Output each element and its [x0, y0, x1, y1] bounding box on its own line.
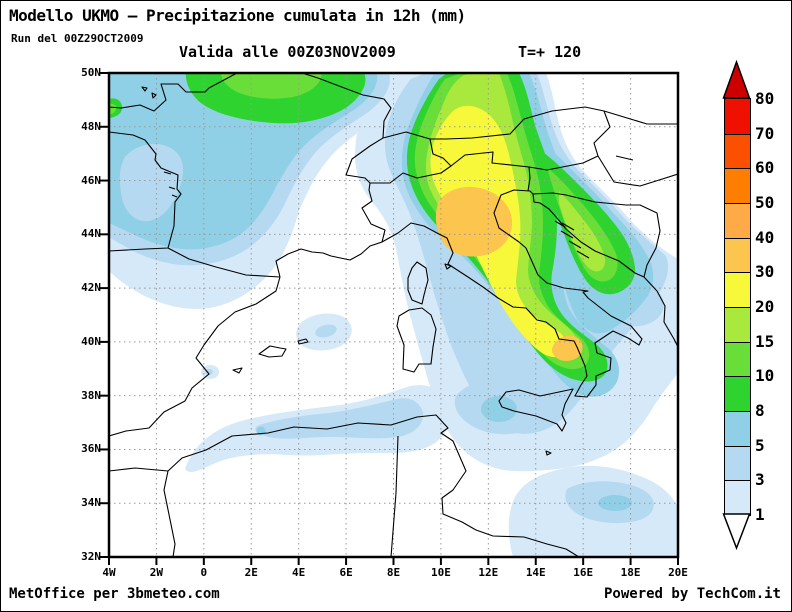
colorbar-tick-10: 10 — [755, 366, 775, 386]
islands-dalmatia — [554, 220, 590, 259]
colorbar-segment-70-80mm — [725, 99, 750, 134]
island-channel-islands — [141, 86, 157, 99]
precip-3mm-africa — [255, 398, 424, 439]
colorbar-tick-8: 8 — [755, 401, 765, 420]
colorbar-tick-60: 60 — [755, 158, 775, 178]
lon-label-6E: 6E — [339, 566, 353, 579]
lon-label-4W: 4W — [102, 566, 116, 579]
lon-label-12E: 12E — [478, 566, 499, 579]
lat-label-42N: 42N — [81, 281, 101, 295]
lake-balaton — [615, 155, 634, 161]
page-title: Modello UKMO — Precipitazione cumulata i… — [9, 6, 466, 25]
lon-label-2E: 2E — [244, 566, 258, 579]
forecast-hour-label: T=+ 120 — [518, 43, 582, 61]
border-pyrenees — [167, 247, 281, 278]
lon-label-14E: 14E — [525, 566, 546, 579]
island-menorca — [297, 338, 309, 345]
coast-spain-east — [109, 276, 281, 437]
lon-label-2W: 2W — [149, 566, 164, 579]
coast-france-west — [109, 131, 182, 252]
lat-label-40N: 40N — [81, 334, 101, 348]
lon-label-8E: 8E — [386, 566, 401, 579]
border-france-northeast — [301, 73, 392, 139]
border-croatia-bosnia — [532, 192, 661, 278]
lon-label-16E: 16E — [573, 566, 594, 579]
lon-label-0: 0 — [200, 566, 208, 579]
valid-time-label: Valida alle 00Z03NOV2009 — [179, 43, 396, 61]
precip-10mm-channel-core — [221, 73, 322, 99]
coast-france-north — [109, 73, 238, 112]
footer-left: MetOffice per 3bmeteo.com — [9, 586, 220, 602]
lat-label-44N: 44N — [81, 227, 101, 241]
colorbar-tick-80: 80 — [755, 89, 775, 108]
colorbar — [724, 98, 751, 516]
island-elba — [444, 263, 452, 270]
lon-label-18E: 18E — [620, 566, 641, 579]
coastlines-borders — [109, 73, 678, 557]
lat-label-46N: 46N — [81, 173, 101, 187]
footer-right: Powered by TechCom.it — [603, 586, 781, 602]
lon-label-10E: 10E — [430, 566, 451, 579]
precip-3mm-balearic — [315, 324, 337, 338]
lat-label-34N: 34N — [81, 496, 101, 510]
colorbar-bottom-arrow — [722, 513, 751, 551]
colorbar-segment-15-20mm — [725, 306, 750, 342]
colorbar-segment-40-50mm — [725, 202, 750, 238]
lon-label-4E: 4E — [292, 566, 306, 579]
border-slovakia — [603, 110, 678, 125]
colorbar-segment-8-10mm — [725, 376, 750, 411]
colorbar-segment-30-40mm — [725, 237, 750, 273]
map — [100, 71, 680, 565]
precip-5mm-sicily-spot — [481, 396, 517, 422]
coast-north-africa — [109, 414, 580, 557]
border-hungary-south — [597, 155, 678, 187]
colorbar-tick-20: 20 — [755, 297, 775, 316]
lon-label-20E: 20E — [668, 566, 688, 579]
lat-label-36N: 36N — [81, 442, 101, 456]
colorbar-tick-15: 15 — [755, 331, 775, 351]
coast-med-italy-adriatic — [275, 189, 678, 398]
colorbar-segment-10-15mm — [725, 341, 750, 377]
colorbar-segment-5-8mm — [725, 410, 750, 446]
colorbar-top-arrow — [722, 59, 751, 99]
islands-france-west — [163, 171, 178, 198]
border-morocco-algeria — [163, 470, 176, 557]
island-sardinia — [396, 307, 437, 373]
precip-15mm-dinaric — [559, 191, 606, 272]
map-frame — [107, 71, 680, 559]
border-algeria-tunisia — [390, 435, 399, 557]
colorbar-segment-60-70mm — [725, 133, 750, 169]
lat-label-48N: 48N — [81, 119, 101, 133]
colorbar-tick-50: 50 — [755, 193, 775, 212]
colorbar-tick-5: 5 — [755, 435, 765, 455]
border-slovenia-italy — [527, 166, 531, 192]
colorbar-arrows — [722, 59, 751, 551]
precip-30mm-north-italy-core — [435, 186, 513, 257]
run-label: Run del 00Z29OCT2009 — [11, 32, 144, 45]
precip-3mm-biscay-dip — [119, 143, 184, 222]
island-corsica — [407, 261, 429, 305]
colorbar-segment-20-30mm — [725, 272, 750, 307]
lat-label-32N: 32N — [81, 550, 101, 563]
precip-10mm-brittany-core — [109, 103, 116, 114]
border-italy-france — [361, 182, 386, 243]
colorbar-segment-1-3mm — [725, 480, 750, 515]
lat-label-50N: 50N — [81, 66, 101, 79]
colorbar-tick-3: 3 — [755, 470, 765, 490]
island-sicily — [498, 388, 574, 432]
island-mallorca — [258, 345, 287, 358]
colorbar-segment-3-5mm — [725, 445, 750, 481]
colorbar-tick-30: 30 — [755, 262, 775, 282]
colorbar-tick-1: 1 — [755, 505, 765, 524]
lat-label-38N: 38N — [81, 388, 101, 402]
border-switzerland — [345, 131, 452, 184]
island-malta — [545, 450, 552, 456]
island-ibiza — [232, 367, 243, 374]
colorbar-segment-50-60mm — [725, 168, 750, 203]
border-austria — [430, 106, 611, 171]
precip-3mm-valencia — [205, 369, 213, 375]
colorbar-tick-40: 40 — [755, 227, 775, 247]
colorbar-tick-70: 70 — [755, 123, 775, 143]
